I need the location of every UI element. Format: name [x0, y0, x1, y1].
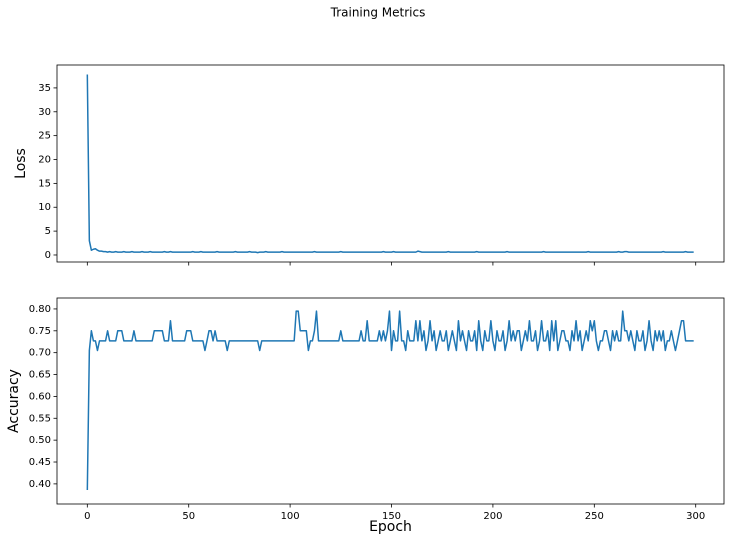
y-tick-label: 0.80	[29, 304, 51, 315]
y-tick-label: 0.40	[29, 479, 51, 490]
axes-frame	[56, 297, 725, 505]
y-axis-label: Loss	[13, 148, 29, 179]
x-tick-label: 250	[585, 511, 604, 522]
y-tick-label: 0.55	[29, 413, 51, 424]
y-axis-label: Accuracy	[6, 369, 22, 433]
y-tick-label: 0.60	[29, 391, 51, 402]
y-tick-label: 10	[38, 202, 51, 213]
y-tick-label: 20	[38, 155, 51, 166]
y-tick-label: 0.45	[29, 457, 51, 468]
y-tick-label: 0.65	[29, 370, 51, 381]
x-tick-label: 200	[483, 511, 502, 522]
y-tick-label: 15	[38, 178, 51, 189]
data-line	[86, 74, 694, 254]
axes-frame	[56, 64, 725, 263]
y-tick-label: 0	[45, 250, 51, 261]
y-tick-label: 0.70	[29, 348, 51, 359]
y-tick-label: 30	[38, 107, 51, 118]
figure-title: Training Metrics	[330, 6, 426, 20]
y-tick-label: 0.75	[29, 326, 51, 337]
y-tick-label: 0.50	[29, 435, 51, 446]
y-tick-label: 5	[45, 226, 51, 237]
x-tick-label: 0	[84, 511, 90, 522]
x-tick-label: 150	[382, 511, 401, 522]
x-tick-label: 300	[686, 511, 705, 522]
x-tick-label: 100	[281, 511, 300, 522]
data-line	[86, 310, 694, 491]
y-tick-label: 35	[38, 83, 51, 94]
y-tick-label: 25	[38, 131, 51, 142]
x-axis-label: Epoch	[369, 519, 412, 535]
x-tick-label: 50	[182, 511, 195, 522]
